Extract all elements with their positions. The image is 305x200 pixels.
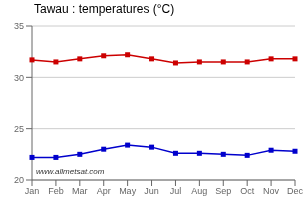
svg-text:Dec: Dec xyxy=(287,186,297,196)
html-text:www.allmetsat.com: www.allmetsat.com xyxy=(36,167,105,176)
svg-text:Apr: Apr xyxy=(97,186,111,196)
svg-text:Oct: Oct xyxy=(240,186,255,196)
html-text:Tawau : temperatures (°C): Tawau : temperatures (°C) xyxy=(34,2,175,16)
svg-text:35: 35 xyxy=(14,21,24,31)
svg-text:Jun: Jun xyxy=(144,186,159,196)
svg-text:Jul: Jul xyxy=(170,186,182,196)
svg-text:Nov: Nov xyxy=(263,186,280,196)
svg-text:Feb: Feb xyxy=(48,186,64,196)
svg-text:Mar: Mar xyxy=(72,186,88,196)
svg-text:Aug: Aug xyxy=(191,186,207,196)
svg-text:Sep: Sep xyxy=(215,186,231,196)
svg-text:May: May xyxy=(119,186,137,196)
svg-text:25: 25 xyxy=(14,124,24,134)
svg-text:Jan: Jan xyxy=(25,186,40,196)
svg-text:30: 30 xyxy=(14,73,24,83)
svg-text:20: 20 xyxy=(14,175,24,185)
